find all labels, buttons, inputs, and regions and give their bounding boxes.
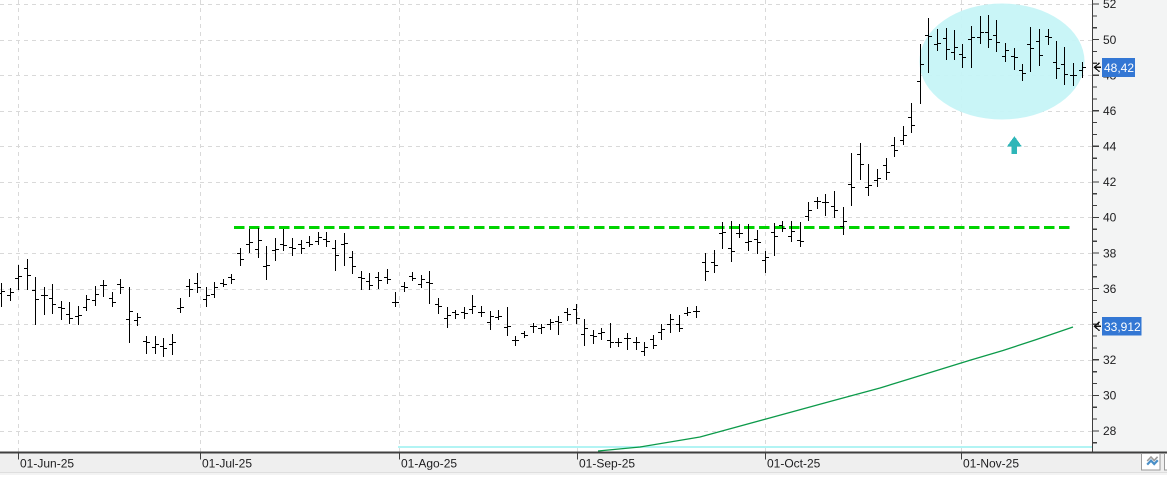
svg-text:01-Sep-25: 01-Sep-25 — [579, 457, 635, 471]
svg-text:01-Ago-25: 01-Ago-25 — [401, 457, 457, 471]
svg-text:01-Nov-25: 01-Nov-25 — [963, 457, 1019, 471]
svg-text:28: 28 — [1103, 424, 1117, 438]
svg-text:40: 40 — [1103, 211, 1117, 225]
svg-text:01-Oct-25: 01-Oct-25 — [767, 457, 821, 471]
svg-text:30: 30 — [1103, 389, 1117, 403]
svg-text:01-Jul-25: 01-Jul-25 — [202, 457, 252, 471]
svg-text:38: 38 — [1103, 246, 1117, 260]
svg-text:01-Jun-25: 01-Jun-25 — [20, 457, 74, 471]
svg-text:33,912: 33,912 — [1104, 320, 1141, 334]
svg-text:36: 36 — [1103, 282, 1117, 296]
svg-text:50: 50 — [1103, 33, 1117, 47]
svg-text:48,42: 48,42 — [1104, 61, 1134, 75]
svg-text:52: 52 — [1103, 0, 1117, 11]
svg-text:44: 44 — [1103, 140, 1117, 154]
svg-text:46: 46 — [1103, 104, 1117, 118]
svg-text:32: 32 — [1103, 353, 1117, 367]
svg-text:42: 42 — [1103, 175, 1117, 189]
